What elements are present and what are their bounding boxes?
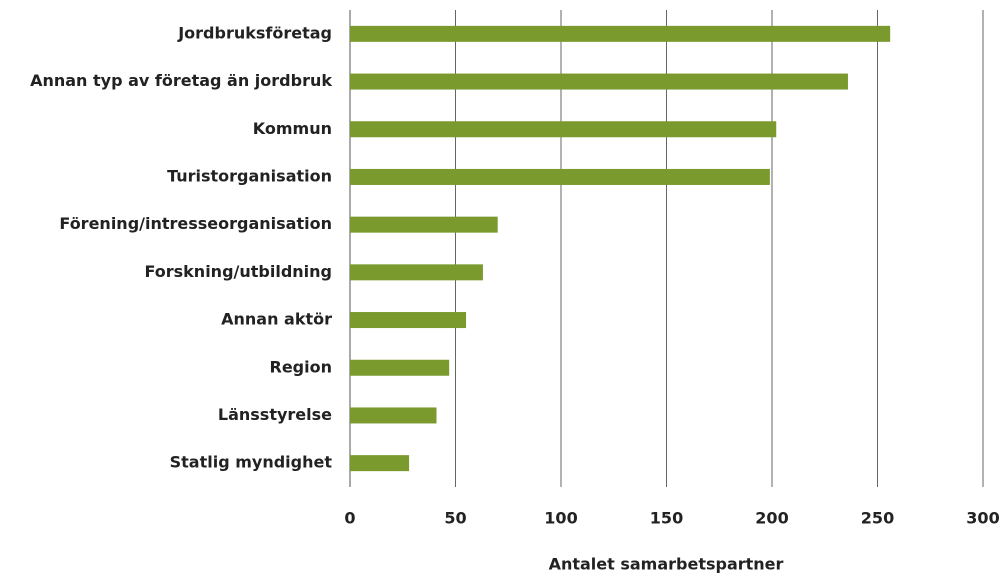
y-tick-label: Forskning/utbildning — [144, 262, 332, 281]
bar — [350, 121, 777, 138]
bar — [350, 73, 848, 90]
bar — [350, 455, 410, 472]
y-tick-label: Statlig myndighet — [170, 453, 333, 472]
bar — [350, 264, 483, 281]
y-tick-label: Region — [270, 357, 333, 376]
bar — [350, 359, 450, 376]
y-tick-label: Jordbruksföretag — [177, 23, 332, 42]
bar — [350, 407, 437, 424]
x-tick-label: 250 — [861, 509, 894, 528]
bar — [350, 168, 770, 185]
y-tick-label: Annan typ av företag än jordbruk — [30, 71, 332, 90]
y-tick-label: Förening/intresseorganisation — [59, 214, 332, 233]
y-tick-label: Länsstyrelse — [218, 405, 332, 424]
x-tick-label: 200 — [755, 509, 788, 528]
y-tick-label: Kommun — [253, 119, 332, 138]
x-axis-title: Antalet samarbetspartner — [549, 555, 784, 574]
x-tick-label: 100 — [544, 509, 577, 528]
x-tick-label: 0 — [344, 509, 355, 528]
x-tick-label: 50 — [444, 509, 466, 528]
x-tick-label: 150 — [650, 509, 683, 528]
bar — [350, 312, 467, 329]
y-tick-label: Turistorganisation — [167, 166, 332, 185]
y-tick-label: Annan aktör — [221, 310, 332, 329]
bar — [350, 25, 891, 42]
bar — [350, 216, 498, 233]
x-tick-label: 300 — [966, 509, 999, 528]
